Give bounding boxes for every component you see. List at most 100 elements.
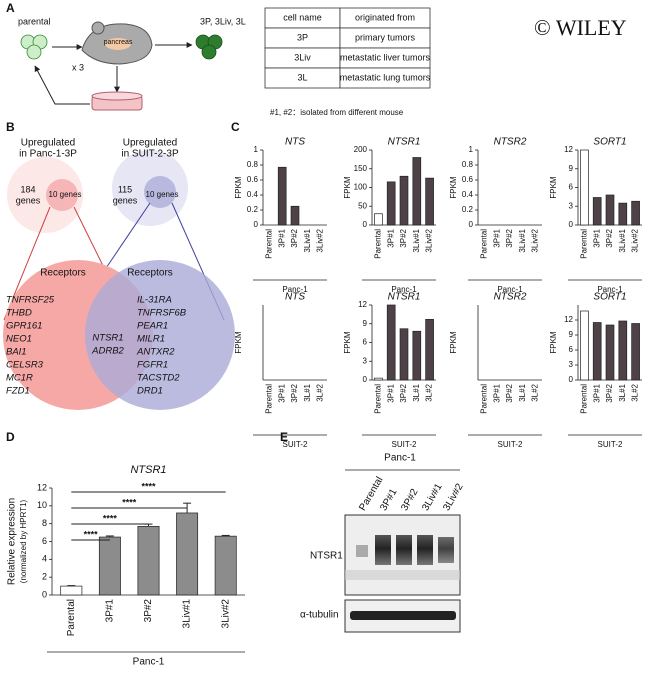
y-tick-label: 9: [569, 164, 574, 173]
y-tick-label: 0.2: [247, 205, 259, 214]
chart-title: NTSR1: [388, 137, 421, 148]
x-tick-label: Parental: [265, 229, 274, 259]
x-tick-label: 3Liv#2: [531, 228, 540, 252]
venn-heading: Upregulated: [21, 138, 75, 149]
y-tick-label: 12: [37, 482, 47, 492]
y-tick-label: 0.4: [247, 190, 259, 199]
y-tick-label: 0.8: [247, 160, 259, 169]
bar: [592, 197, 602, 226]
bar: [374, 377, 383, 381]
chart-title: NTSR2: [494, 137, 527, 148]
table-text: metastatic lung tumors: [340, 72, 431, 82]
group-label: Panc-1: [391, 285, 417, 294]
chart-title: NTSR1: [388, 292, 421, 303]
group-label: Panc-1: [133, 657, 165, 668]
x-tick-label: 3Liv#1: [518, 228, 527, 252]
y-tick-label: 6: [42, 536, 47, 546]
table-text: originated from: [355, 12, 415, 22]
mouse: [81, 21, 153, 65]
blot-tubulin: [344, 599, 461, 633]
y-axis-label: FPKM: [343, 331, 352, 354]
x-tick-label: 3L#2: [631, 383, 640, 401]
x-tick-label: 3Liv#1: [618, 228, 627, 252]
y-tick-label: 6: [363, 338, 368, 347]
x-tick-label: 3P#1: [386, 228, 395, 247]
chart-title: NTSR1: [130, 464, 166, 476]
y-tick-label: 8: [42, 518, 47, 528]
bar: [592, 322, 602, 381]
x-tick-label: Parental: [374, 384, 383, 414]
x-tick-label: 3P#2: [505, 383, 514, 402]
lane-label: 3P#2: [399, 487, 420, 513]
bar: [425, 319, 434, 381]
shared-gene: ADRB2: [91, 346, 124, 357]
bar: [631, 323, 640, 381]
x-tick-label: 3L#1: [303, 383, 312, 401]
y-axis-sublabel: (normalized by HPRT1): [19, 499, 28, 583]
group-label: SUIT-2: [498, 440, 523, 449]
bar: [137, 525, 160, 596]
y-tick-label: 1: [469, 145, 474, 154]
subset-count: 10 genes: [146, 190, 179, 199]
y-tick-label: 0.8: [462, 160, 474, 169]
x-tick-label: 3Liv#1: [412, 228, 421, 252]
y-tick-label: 3: [569, 201, 574, 210]
chart-title: SORT1: [593, 137, 626, 148]
band-label: NTSR1: [310, 551, 343, 562]
x-tick-label: 3P#1: [492, 383, 501, 402]
y-axis-label: FPKM: [549, 176, 558, 199]
group-label: Panc-1: [384, 453, 416, 464]
blot-ntsr1: [344, 514, 461, 596]
gene-name: FZD1: [6, 386, 30, 397]
group-label: SUIT-2: [598, 440, 623, 449]
bar: [98, 536, 121, 596]
y-tick-label: 1: [254, 145, 259, 154]
y-axis-label: FPKM: [449, 331, 458, 354]
chart-title: SORT1: [593, 292, 626, 303]
x-tick-label: Parental: [480, 384, 489, 414]
y-tick-label: 100: [354, 183, 368, 192]
table-text: 3P: [297, 32, 308, 42]
bar: [176, 512, 199, 596]
lane-label: 3Liv#2: [441, 481, 465, 512]
x-tick-label: 3P#2: [290, 383, 299, 402]
gene-name: TNFRSF25: [6, 295, 55, 306]
gene-subset-circle: [46, 179, 78, 211]
table-text: 3Liv: [294, 52, 311, 62]
bar: [412, 157, 422, 226]
gene-name: TACSTD2: [137, 373, 180, 384]
x-tick-label: 3P#2: [399, 228, 408, 247]
x-tick-label: 3L#1: [518, 383, 527, 401]
x-tick-label: 3Liv#1: [303, 228, 312, 252]
chart-title: NTSR2: [494, 292, 527, 303]
x-tick-label: 3Liv#1: [182, 599, 193, 629]
gene-count: 184: [20, 184, 35, 194]
y-tick-label: 12: [358, 300, 367, 309]
bar: [631, 200, 640, 226]
lane-label: 3P#1: [378, 487, 399, 513]
y-tick-label: 3: [569, 360, 574, 369]
derived-label: 3P, 3Liv, 3L: [200, 16, 246, 26]
x-tick-label: 3P#2: [143, 599, 154, 623]
x-tick-label: 3P#1: [592, 383, 601, 402]
table-text: 3L: [297, 72, 307, 82]
gene-name: IL-31RA: [137, 295, 172, 306]
bar: [412, 330, 422, 381]
y-tick-label: 4: [42, 554, 47, 564]
bar: [618, 320, 628, 381]
bar: [386, 181, 396, 226]
gene-name: ANTXR2: [136, 347, 175, 358]
band-label: α-tubulin: [300, 610, 339, 621]
group-label: SUIT-2: [392, 440, 417, 449]
y-tick-label: 10: [37, 500, 47, 510]
x-tick-label: 3P#1: [277, 383, 286, 402]
gene-name: DRD1: [137, 386, 163, 397]
bar: [399, 175, 409, 226]
group-label: Panc-1: [497, 285, 523, 294]
gene-name: MC1R: [6, 373, 33, 384]
table-cell: [339, 67, 431, 89]
y-tick-label: 150: [354, 164, 368, 173]
